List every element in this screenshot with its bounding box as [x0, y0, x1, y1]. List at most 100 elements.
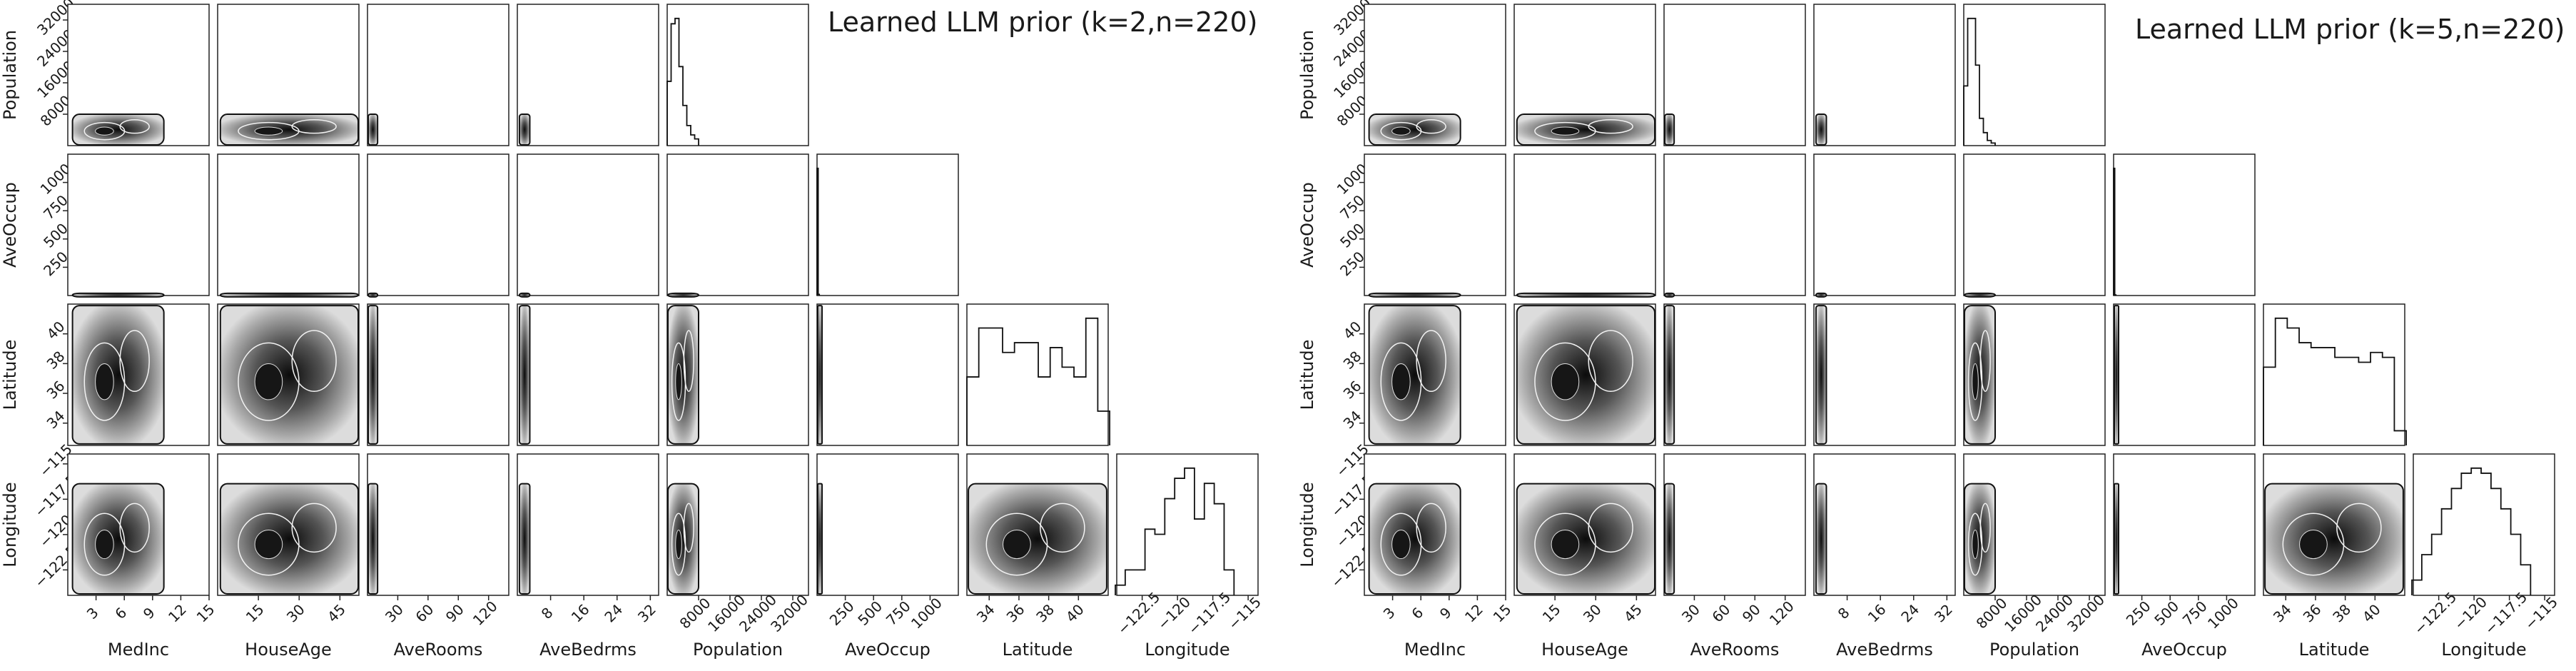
density-contour	[1972, 363, 1979, 400]
x-tick-label: 6	[111, 604, 130, 622]
subplot-frame	[1663, 453, 1806, 596]
subplot-aveoccup-vs-avebedrms	[1813, 153, 1956, 298]
density-contour	[1972, 529, 1979, 560]
subplot-latitude-vs-houseage	[217, 303, 360, 446]
subplot-frame	[1813, 4, 1956, 146]
subplot-frame	[816, 153, 959, 296]
subplot-longitude-vs-medinc	[1364, 453, 1506, 596]
subplot-aveoccup-vs-medinc	[67, 153, 210, 298]
x-tick-label: 9	[1436, 604, 1455, 622]
x-tick-label: 24	[601, 601, 626, 626]
density-contour	[1588, 503, 1633, 553]
subplot-latitude-vs-averooms	[367, 303, 509, 446]
x-axis-label-avebedrms: AveBedrms	[539, 640, 637, 660]
histogram-longitude	[2411, 467, 2532, 595]
subplot-frame	[1663, 153, 1806, 296]
density-region	[1664, 305, 1675, 445]
corner-plot-k5: Learned LLM prior (k=5,n=220) Population…	[1297, 0, 2565, 660]
density-region	[518, 483, 531, 595]
density-region	[367, 113, 379, 146]
density-contour	[1534, 513, 1596, 576]
subplot-frame	[1963, 4, 2106, 146]
x-tick-label: 30	[283, 601, 308, 626]
histogram-aveoccup	[816, 167, 821, 296]
density-contour	[254, 126, 283, 136]
density-contour	[683, 503, 694, 553]
row-label-longitude: Longitude	[1297, 482, 1317, 567]
density-contour	[119, 503, 150, 553]
x-tick-label: 40	[1063, 601, 1087, 626]
subplot-frame	[966, 303, 1109, 446]
density-region	[367, 483, 379, 595]
density-contour	[1003, 529, 1031, 560]
x-tick-label: 34	[973, 601, 998, 626]
x-axis-label-population: Population	[693, 640, 783, 660]
x-tick-label: 90	[1739, 601, 1764, 626]
density-contour	[95, 126, 114, 136]
density-contour	[291, 330, 337, 393]
x-tick-label: 36	[1003, 601, 1028, 626]
x-axis-label-aveoccup: AveOccup	[845, 640, 930, 660]
subplot-longitude-vs-aveoccup	[2113, 453, 2256, 596]
x-tick-label: 36	[2300, 601, 2325, 626]
density-contour	[1534, 342, 1596, 421]
density-contour	[1391, 529, 1411, 560]
x-tick-label: 1000	[2204, 595, 2242, 632]
subplot-longitude-vs-avebedrms	[517, 453, 659, 596]
subplot-aveoccup-vs-medinc	[1364, 153, 1506, 298]
density-contour	[2336, 503, 2382, 553]
subplot-longitude-vs-latitude	[2263, 453, 2405, 596]
row-label-latitude: Latitude	[1297, 340, 1317, 410]
density-region	[667, 483, 699, 595]
x-tick-label: 30	[1678, 601, 1703, 626]
subplot-longitude-vs-longitude	[2411, 453, 2555, 596]
density-contour	[1380, 513, 1422, 576]
density-region	[817, 483, 823, 595]
subplot-population-vs-population	[1963, 4, 2106, 146]
density-region	[1815, 483, 1827, 595]
subplot-frame	[2113, 153, 2256, 296]
subplot-longitude-vs-latitude	[966, 453, 1109, 596]
density-region	[1368, 305, 1461, 445]
subplot-frame	[1663, 4, 1806, 146]
density-region	[518, 305, 531, 445]
subplot-frame	[517, 303, 659, 446]
density-contour	[1040, 503, 1085, 553]
x-tick-label: 45	[324, 601, 349, 626]
subplot-population-vs-houseage	[1513, 4, 1656, 146]
density-region	[518, 292, 531, 298]
subplot-frame	[67, 153, 210, 296]
subplot-longitude-vs-aveoccup	[816, 453, 959, 596]
density-contour	[238, 342, 300, 421]
x-tick-label: 32	[634, 601, 659, 626]
density-contour	[1588, 118, 1633, 134]
subplot-aveoccup-vs-aveoccup	[2113, 153, 2256, 296]
x-tick-label: 30	[1580, 601, 1605, 626]
subplot-aveoccup-vs-aveoccup	[816, 153, 959, 296]
x-tick-label: 45	[1621, 601, 1646, 626]
x-tick-label: 750	[883, 597, 914, 629]
x-tick-label: 34	[2270, 601, 2295, 626]
subplot-latitude-vs-population	[1963, 303, 2106, 446]
density-region	[1368, 483, 1461, 595]
x-axis-label-aveoccup: AveOccup	[2141, 640, 2227, 660]
x-tick-label: 15	[193, 601, 218, 626]
density-region	[1368, 113, 1461, 146]
y-tick-label: 36	[1340, 378, 1365, 403]
x-tick-label: 750	[2179, 597, 2211, 629]
density-region	[1815, 292, 1827, 298]
subplot-frame	[367, 4, 509, 146]
x-tick-label: 30	[382, 601, 407, 626]
subplot-population-vs-avebedrms	[1813, 4, 1956, 146]
density-region	[1516, 113, 1655, 146]
row-label-aveoccup: AveOccup	[1297, 182, 1317, 268]
x-axis-label-houseage: HouseAge	[245, 640, 332, 660]
density-region	[71, 483, 165, 595]
subplot-population-vs-averooms	[367, 4, 509, 146]
density-region	[1964, 305, 1996, 445]
x-tick-label: 24	[1897, 601, 1922, 626]
row-label-aveoccup: AveOccup	[0, 182, 20, 268]
x-tick-label: 32	[1931, 601, 1956, 626]
subplot-frame	[1813, 453, 1956, 596]
